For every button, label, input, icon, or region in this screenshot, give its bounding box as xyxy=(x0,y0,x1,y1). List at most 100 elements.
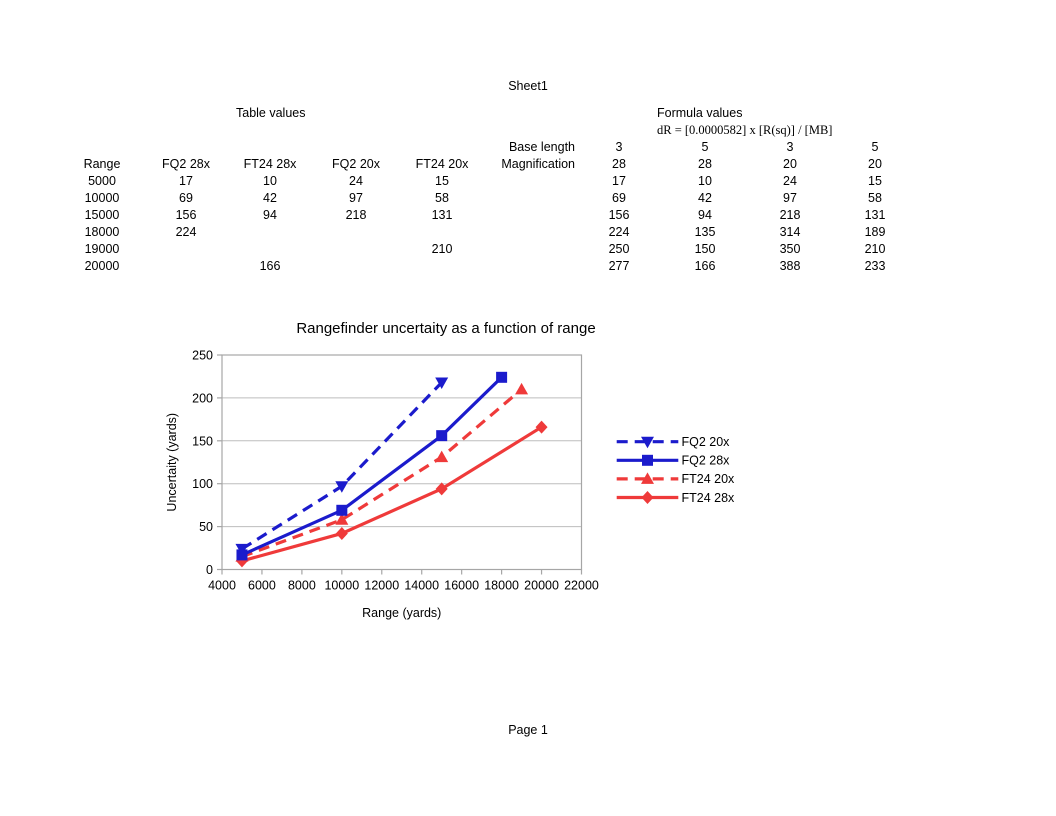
plot-border xyxy=(221,354,583,571)
series-ft24-20x xyxy=(235,382,529,562)
formula-cell: 15 xyxy=(868,174,882,188)
legend-item: FQ2 28x xyxy=(616,454,731,468)
table-cell: 58 xyxy=(435,191,449,205)
legend-item: FQ2 20x xyxy=(616,435,731,449)
formula-cell: 224 xyxy=(608,225,630,239)
base-length-value: 3 xyxy=(786,140,794,154)
svg-text:100: 100 xyxy=(192,477,213,491)
svg-text:150: 150 xyxy=(192,434,213,448)
svg-text:0: 0 xyxy=(206,563,213,577)
table-cell: 69 xyxy=(179,191,193,205)
formula-cell: 150 xyxy=(694,242,716,256)
square-marker xyxy=(496,371,508,383)
table-cell: 97 xyxy=(349,191,363,205)
chart-legend: FQ2 20x FQ2 28x FT24 20x FT24 28x xyxy=(616,435,736,505)
table-cell: 166 xyxy=(259,259,281,273)
legend-label: FQ2 28x xyxy=(682,454,731,468)
magnification-value: 20 xyxy=(783,157,797,171)
formula-cell: 250 xyxy=(608,242,630,256)
table-cell: 18000 xyxy=(84,225,120,239)
y-axis: 0 50 100 150 200 250 xyxy=(192,349,222,577)
table-cell: 42 xyxy=(263,191,277,205)
page-footer: Page 1 xyxy=(508,723,548,737)
svg-text:250: 250 xyxy=(192,349,213,363)
triangle-down-marker xyxy=(641,436,654,449)
formula-cell: 97 xyxy=(783,191,797,205)
legend-label: FQ2 20x xyxy=(682,435,731,449)
formula-cell: 218 xyxy=(779,208,801,222)
column-header: FT24 28x xyxy=(243,157,297,171)
triangle-up-marker xyxy=(515,382,529,395)
magnification-value: 20 xyxy=(868,157,882,171)
diamond-marker xyxy=(435,482,448,496)
formula-cell: 350 xyxy=(779,242,801,256)
table-cell: 94 xyxy=(263,208,277,222)
square-marker xyxy=(336,504,348,516)
legend-label: FT24 28x xyxy=(682,491,736,505)
svg-text:12000: 12000 xyxy=(364,579,399,593)
triangle-up-marker xyxy=(335,513,349,525)
svg-text:10000: 10000 xyxy=(324,579,359,593)
square-marker xyxy=(642,454,653,466)
chart-title: Rangefinder uncertaity as a function of … xyxy=(296,320,595,337)
table-cell: 210 xyxy=(431,242,453,256)
svg-text:200: 200 xyxy=(192,391,213,405)
series-ft24-28x xyxy=(235,420,548,568)
table-cell: 19000 xyxy=(84,242,120,256)
formula-cell: 314 xyxy=(779,225,801,239)
triangle-up-marker xyxy=(641,472,654,484)
base-length-value: 3 xyxy=(615,140,623,154)
triangle-up-marker xyxy=(435,450,449,463)
formula-cell: 10 xyxy=(698,174,712,188)
column-header: FT24 20x xyxy=(415,157,469,171)
legend-item: FT24 20x xyxy=(616,472,736,486)
formula-cell: 166 xyxy=(694,259,716,273)
diamond-marker xyxy=(335,526,348,540)
legend-label: FT24 20x xyxy=(682,472,736,486)
svg-text:6000: 6000 xyxy=(248,579,276,593)
table-cell: 131 xyxy=(431,208,453,222)
sheet-title: Sheet1 xyxy=(508,79,548,93)
diamond-marker xyxy=(641,491,654,504)
svg-text:14000: 14000 xyxy=(404,579,439,593)
formula-cell: 210 xyxy=(864,242,886,256)
series-line xyxy=(241,388,523,559)
table-cell: 20000 xyxy=(84,259,120,273)
formula-cell: 277 xyxy=(608,259,630,273)
magnification-value: 28 xyxy=(698,157,712,171)
triangle-down-marker xyxy=(235,543,249,556)
formula-cell: 24 xyxy=(783,174,797,188)
svg-text:4000: 4000 xyxy=(208,579,236,593)
table-cell: 218 xyxy=(345,208,367,222)
rangefinder-chart: Rangefinder uncertaity as a function of … xyxy=(165,320,736,620)
svg-text:8000: 8000 xyxy=(288,579,316,593)
series-fq2-28x xyxy=(236,371,508,561)
formula-cell: 42 xyxy=(698,191,712,205)
base-length-label: Base length xyxy=(508,140,575,154)
table-cell: 24 xyxy=(349,174,363,188)
table-cell: 10000 xyxy=(84,191,120,205)
formula-cell: 135 xyxy=(694,225,716,239)
square-marker xyxy=(436,430,448,442)
column-header: FQ2 28x xyxy=(162,157,210,171)
table-cell: 17 xyxy=(179,174,193,188)
table-cell: 15 xyxy=(435,174,449,188)
table-cell: 224 xyxy=(175,225,197,239)
formula-cell: 233 xyxy=(864,259,886,273)
legend-item: FT24 28x xyxy=(616,491,736,505)
formula-cell: 156 xyxy=(608,208,630,222)
formula-values-section-title: Formula values xyxy=(657,106,743,120)
series-line xyxy=(241,425,543,563)
base-length-value: 5 xyxy=(701,140,709,154)
x-axis-title: Range (yards) xyxy=(362,606,441,620)
magnification-label: Magnification xyxy=(501,157,575,171)
x-axis: 4000 6000 8000 10000 12000 14000 16000 18000 200… xyxy=(208,569,599,593)
series-line xyxy=(241,376,503,557)
svg-text:16000: 16000 xyxy=(444,579,479,593)
formula-text: dR = [0.0000582] x [R(sq)] / [MB] xyxy=(657,123,833,137)
diamond-marker xyxy=(535,420,548,434)
formula-cell: 58 xyxy=(868,191,882,205)
column-header: Range xyxy=(83,157,121,171)
formula-cell: 17 xyxy=(612,174,626,188)
y-axis-title: Uncertaity (yards) xyxy=(165,413,179,512)
